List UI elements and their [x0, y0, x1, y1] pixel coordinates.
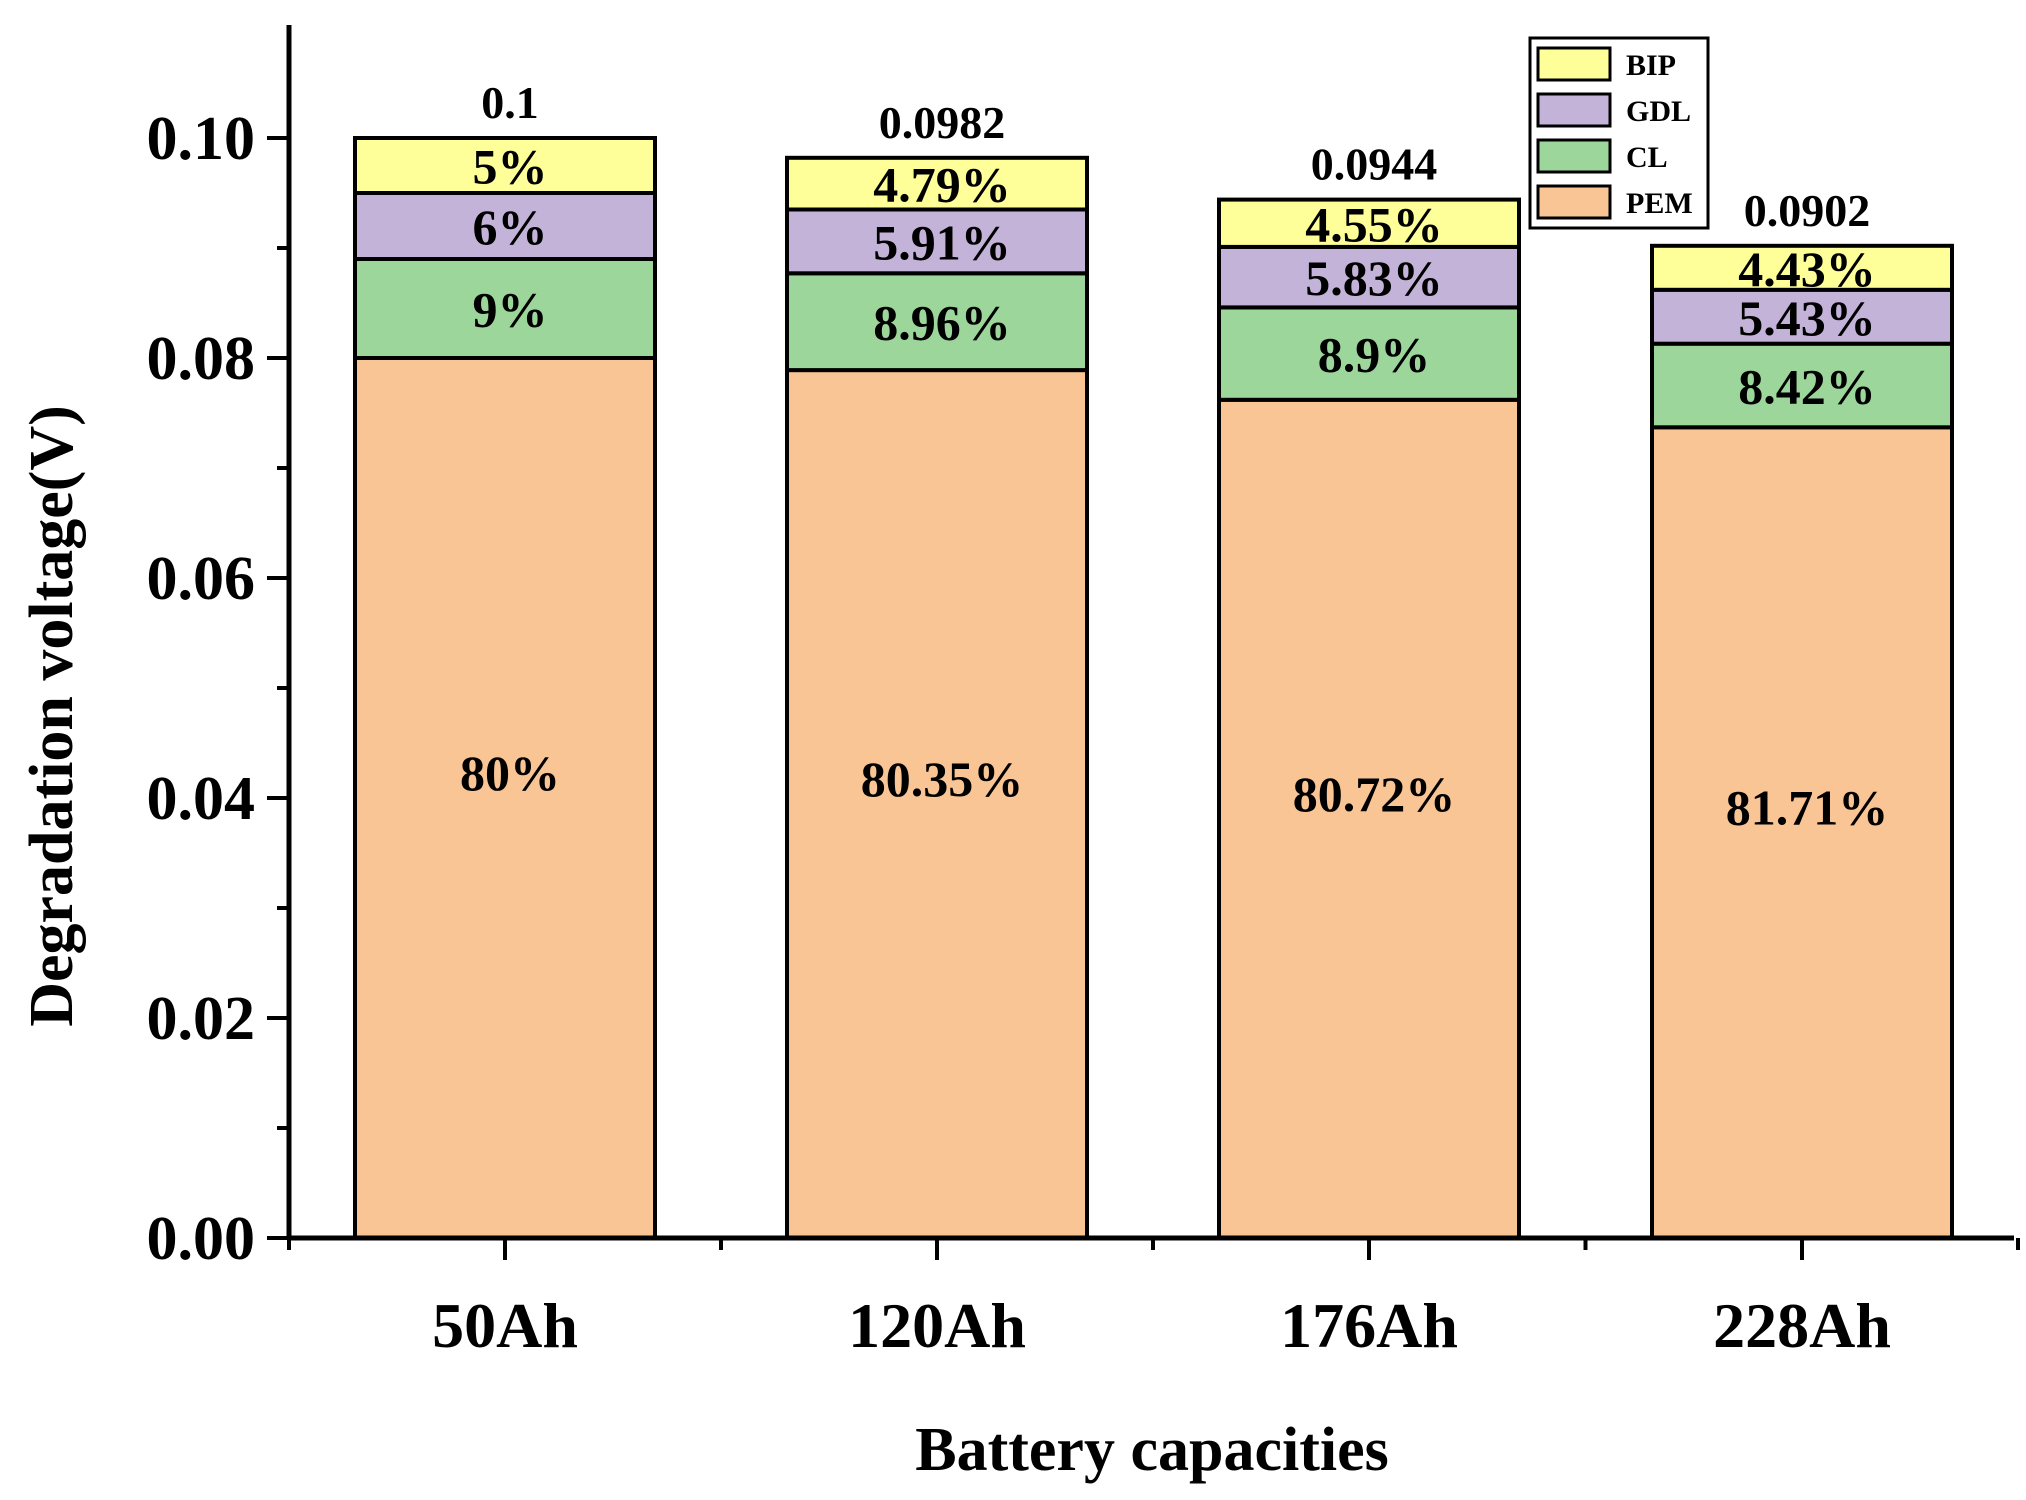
- bar-segment-pem-50ah: [353, 356, 657, 1240]
- bar-segment-bip-228ah: [1650, 243, 1954, 292]
- segment-label-bip-120ah: 4.79%: [873, 157, 1011, 213]
- segment-label-bip-228ah: 4.43%: [1738, 241, 1876, 297]
- legend-label-pem: PEM: [1626, 187, 1693, 220]
- segment-label-bip-50ah: 5%: [473, 139, 548, 195]
- bar-segment-bip-176ah: [1217, 197, 1521, 249]
- segment-label-cl-176ah: 8.9%: [1318, 327, 1431, 383]
- y-tick-label: 0.00: [147, 1205, 256, 1273]
- bar-segment-gdl-176ah: [1217, 244, 1521, 310]
- legend-swatch-cl: [1536, 138, 1612, 174]
- total-label-176ah: 0.0944: [1311, 139, 1438, 190]
- total-label-120ah: 0.0982: [879, 97, 1006, 148]
- bar-segment-cl-120ah: [785, 271, 1089, 373]
- y-tick-label: 0.08: [147, 325, 256, 393]
- bar-segment-gdl-228ah: [1650, 287, 1954, 346]
- y-tick-label: 0.04: [147, 765, 256, 833]
- legend-label-cl: CL: [1626, 141, 1668, 174]
- legend-label-bip: BIP: [1626, 49, 1676, 82]
- bar-segment-pem-228ah: [1650, 425, 1954, 1240]
- segment-label-pem-50ah: 80%: [460, 745, 560, 801]
- legend-swatch-gdl: [1536, 92, 1612, 128]
- bar-segment-pem-120ah: [785, 368, 1089, 1241]
- axes-layer: 0.00 0.02 0.04 0.06 0.08 0.10: [147, 25, 2020, 1273]
- total-label-228ah: 0.0902: [1744, 185, 1871, 236]
- x-tick-label-50ah: 50Ah: [432, 1290, 578, 1361]
- bar-segment-gdl-120ah: [785, 207, 1089, 276]
- legend-label-gdl: GDL: [1626, 95, 1691, 128]
- segment-label-pem-120ah: 80.35%: [861, 751, 1024, 807]
- y-tick-label: 0.10: [147, 105, 256, 173]
- segment-label-gdl-120ah: 5.91%: [873, 214, 1011, 270]
- y-tick-label: 0.02: [147, 985, 256, 1053]
- segment-label-gdl-50ah: 6%: [473, 199, 548, 255]
- x-tick-label-228ah: 228Ah: [1713, 1290, 1891, 1361]
- segment-label-cl-50ah: 9%: [473, 282, 548, 338]
- legend-swatch-pem: [1536, 184, 1612, 220]
- y-tick-label: 0.06: [147, 545, 256, 613]
- bars-layer: [353, 136, 1954, 1241]
- total-label-50ah: 0.1: [481, 77, 539, 128]
- x-tick-label-176ah: 176Ah: [1280, 1290, 1458, 1361]
- segment-label-pem-176ah: 80.72%: [1293, 766, 1456, 822]
- segment-label-cl-228ah: 8.42%: [1738, 359, 1876, 415]
- legend-swatch-bip: [1536, 46, 1612, 82]
- segment-label-bip-176ah: 4.55%: [1305, 196, 1443, 252]
- bar-segment-bip-50ah: [353, 136, 657, 195]
- segment-label-cl-120ah: 8.96%: [873, 295, 1011, 351]
- bar-segment-bip-120ah: [785, 155, 1089, 212]
- legend: BIP GDL CL PEM: [1528, 36, 1710, 230]
- x-tick-label-120ah: 120Ah: [848, 1290, 1026, 1361]
- x-axis-title: Battery capacities: [915, 1416, 1388, 1484]
- bar-segment-cl-50ah: [353, 257, 657, 360]
- bar-segment-cl-176ah: [1217, 305, 1521, 402]
- segment-label-gdl-176ah: 5.83%: [1305, 250, 1443, 306]
- segment-label-pem-228ah: 81.71%: [1726, 780, 1889, 836]
- segment-label-gdl-228ah: 5.43%: [1738, 290, 1876, 346]
- y-axis-title: Degradation voltage(V): [18, 405, 86, 1027]
- labels-layer: 80% 9% 6%5% 0.1 50Ah 80.35% 8.96% 5.91%4.79% 0.0…: [432, 77, 1891, 1361]
